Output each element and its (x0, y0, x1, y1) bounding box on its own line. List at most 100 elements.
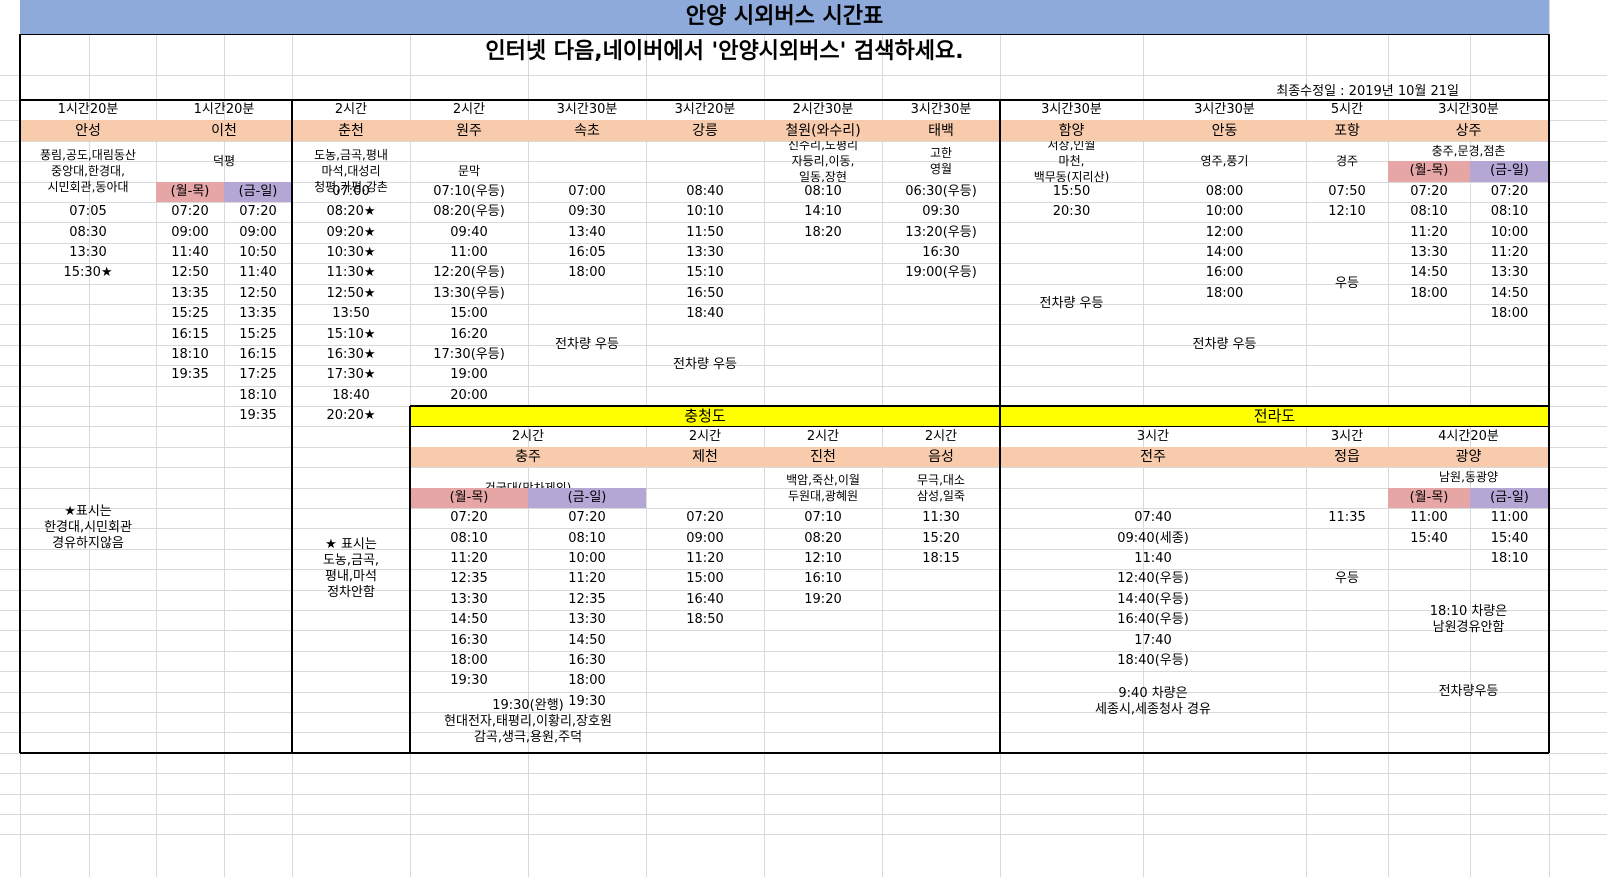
departure-time: 12:10 (1328, 204, 1366, 220)
departure-time: 18:00 (568, 265, 606, 281)
departure-time: 16:10 (804, 571, 842, 587)
departure-time-weekday: 07:20 (450, 510, 488, 526)
gridline (0, 732, 1607, 734)
departure-time: 07:10(우등) (433, 183, 505, 199)
via-gwangyang: 남원,동광양 (1438, 470, 1498, 485)
block-border (409, 406, 411, 753)
dest-gangneung: 강릉 (646, 120, 764, 141)
label-weekday: (월-목) (410, 487, 528, 508)
departure-time-weekend: 15:40 (1490, 530, 1529, 546)
departure-time-weekend: 10:50 (239, 244, 277, 260)
departure-time-weekend: 13:35 (239, 306, 277, 322)
departure-time: 18:20 (804, 224, 842, 240)
departure-time: 17:30★ (326, 367, 376, 383)
departure-time-weekday: 07:20 (171, 204, 209, 220)
via-cheorwon: 신수리,도평리 자등리,이동, 일동,장현 (787, 140, 859, 182)
departure-time-weekday: 18:00 (450, 652, 488, 668)
departure-time-weekend: 07:20 (239, 204, 277, 220)
dest-sangju: 상주 (1388, 120, 1549, 141)
block-border (20, 751, 1549, 754)
gridline (0, 650, 1607, 652)
departure-time-weekend: 11:20 (568, 571, 606, 587)
dest-eumseong: 음성 (882, 446, 1000, 468)
gridline (646, 0, 647, 877)
gridline (0, 569, 1607, 571)
duration-gangneung: 3시간20분 (674, 102, 736, 118)
note-gwangyang: 18:10 차량은 남원경유안함 (1429, 604, 1508, 636)
dest-taebaek: 태백 (882, 120, 1000, 141)
departure-time-weekday: 16:30 (450, 632, 488, 648)
departure-time: 08:10 (804, 183, 842, 199)
duration-jeonju: 3시간 (1136, 428, 1170, 444)
gridline (1143, 0, 1144, 877)
gridline (764, 0, 765, 877)
departure-time-weekday: 13:35 (171, 285, 209, 301)
departure-time: 15:00 (686, 571, 724, 587)
departure-time: 08:20(우등) (433, 204, 505, 220)
departure-time-weekend: 08:10 (1490, 204, 1529, 220)
dest-wonju: 원주 (410, 120, 528, 141)
note-andong: 전차량 우등 (1192, 336, 1257, 352)
duration-andong: 3시간30분 (1194, 102, 1255, 118)
departure-time: 15:10★ (326, 326, 376, 342)
departure-time-weekend: 12:50 (239, 285, 277, 301)
gridline (0, 161, 1607, 163)
departure-time: 07:00 (332, 183, 370, 199)
departure-time: 17:30(우등) (433, 346, 505, 362)
dest-pohang: 포항 (1306, 120, 1388, 141)
departure-time: 16:40(우등) (1117, 612, 1189, 628)
departure-time: 13:30(우등) (433, 285, 505, 301)
duration-pohang: 5시간 (1330, 102, 1364, 118)
departure-time-weekend: 10:00 (1490, 224, 1529, 240)
departure-time: 07:40 (1134, 510, 1172, 526)
departure-time: 18:40 (332, 387, 370, 403)
departure-time-weekday: 11:00 (1410, 510, 1448, 526)
region-chungcheong: 충청도 (410, 406, 1000, 427)
gridline (1388, 0, 1389, 877)
departure-time: 18:00 (1205, 285, 1244, 301)
gridline (882, 0, 883, 877)
gridline (0, 691, 1607, 693)
departure-time-weekday: 13:30 (450, 591, 488, 607)
via-chuncheon: 도농,금곡,평내 마석,대성리 청평,가평,강촌 (314, 148, 388, 195)
block-border (291, 100, 293, 753)
departure-time-weekend: 14:50 (568, 632, 606, 648)
departure-time-weekday: 09:00 (171, 224, 209, 240)
duration-chuncheon: 2시간 (334, 102, 368, 118)
via-anseong: 풍림,공도,대림동산 중앙대,한경대, 시민회관,동아대 (40, 148, 136, 195)
departure-time: 11:00 (450, 244, 488, 260)
block-border (999, 100, 1001, 753)
departure-time: 13:20(우등) (905, 224, 977, 240)
block-border (19, 34, 21, 753)
duration-jincheon: 2시간 (806, 428, 840, 444)
departure-time: 10:00 (1205, 204, 1244, 220)
duration-jeongeup: 3시간 (1330, 428, 1364, 444)
departure-time-weekday: 11:20 (450, 550, 488, 566)
via-wonju: 문막 (457, 164, 481, 179)
gridline (0, 263, 1607, 265)
block-border (1548, 34, 1550, 753)
gridline (0, 467, 1607, 469)
departure-time: 08:20 (804, 530, 842, 546)
note-chungju: 19:30(완행) 현대전자,태평리,이황리,장호원 감곡,생극,용원,주덕 (444, 698, 612, 746)
departure-time-weekend: 13:30 (568, 612, 606, 628)
departure-time: 20:30 (1052, 204, 1091, 220)
departure-time: 20:00 (450, 387, 488, 403)
last-updated: 최종수정일 : 2019년 10월 21일 (1276, 84, 1459, 99)
departure-time-weekday: 11:40 (171, 244, 209, 260)
dest-andong: 안동 (1143, 120, 1306, 141)
dest-icheon: 이천 (156, 120, 292, 141)
departure-time: 09:20★ (326, 224, 376, 240)
departure-time-weekend: 18:00 (1490, 306, 1529, 322)
departure-time: 11:35 (1328, 510, 1366, 526)
note-anseong: ★표시는 한경대,시민회관 경유하지않음 (44, 504, 132, 552)
departure-time: 08:20★ (326, 204, 376, 220)
departure-time: 11:50 (686, 224, 724, 240)
departure-time-weekday: 18:10 (171, 346, 209, 362)
gridline (0, 773, 1607, 775)
page-title: 안양 시외버스 시간표 (20, 0, 1549, 34)
departure-time-weekday: 12:35 (450, 571, 488, 587)
departure-time-weekend: 18:10 (1490, 550, 1529, 566)
departure-time-weekday: 08:10 (1410, 204, 1448, 220)
departure-time: 07:05 (69, 204, 107, 220)
